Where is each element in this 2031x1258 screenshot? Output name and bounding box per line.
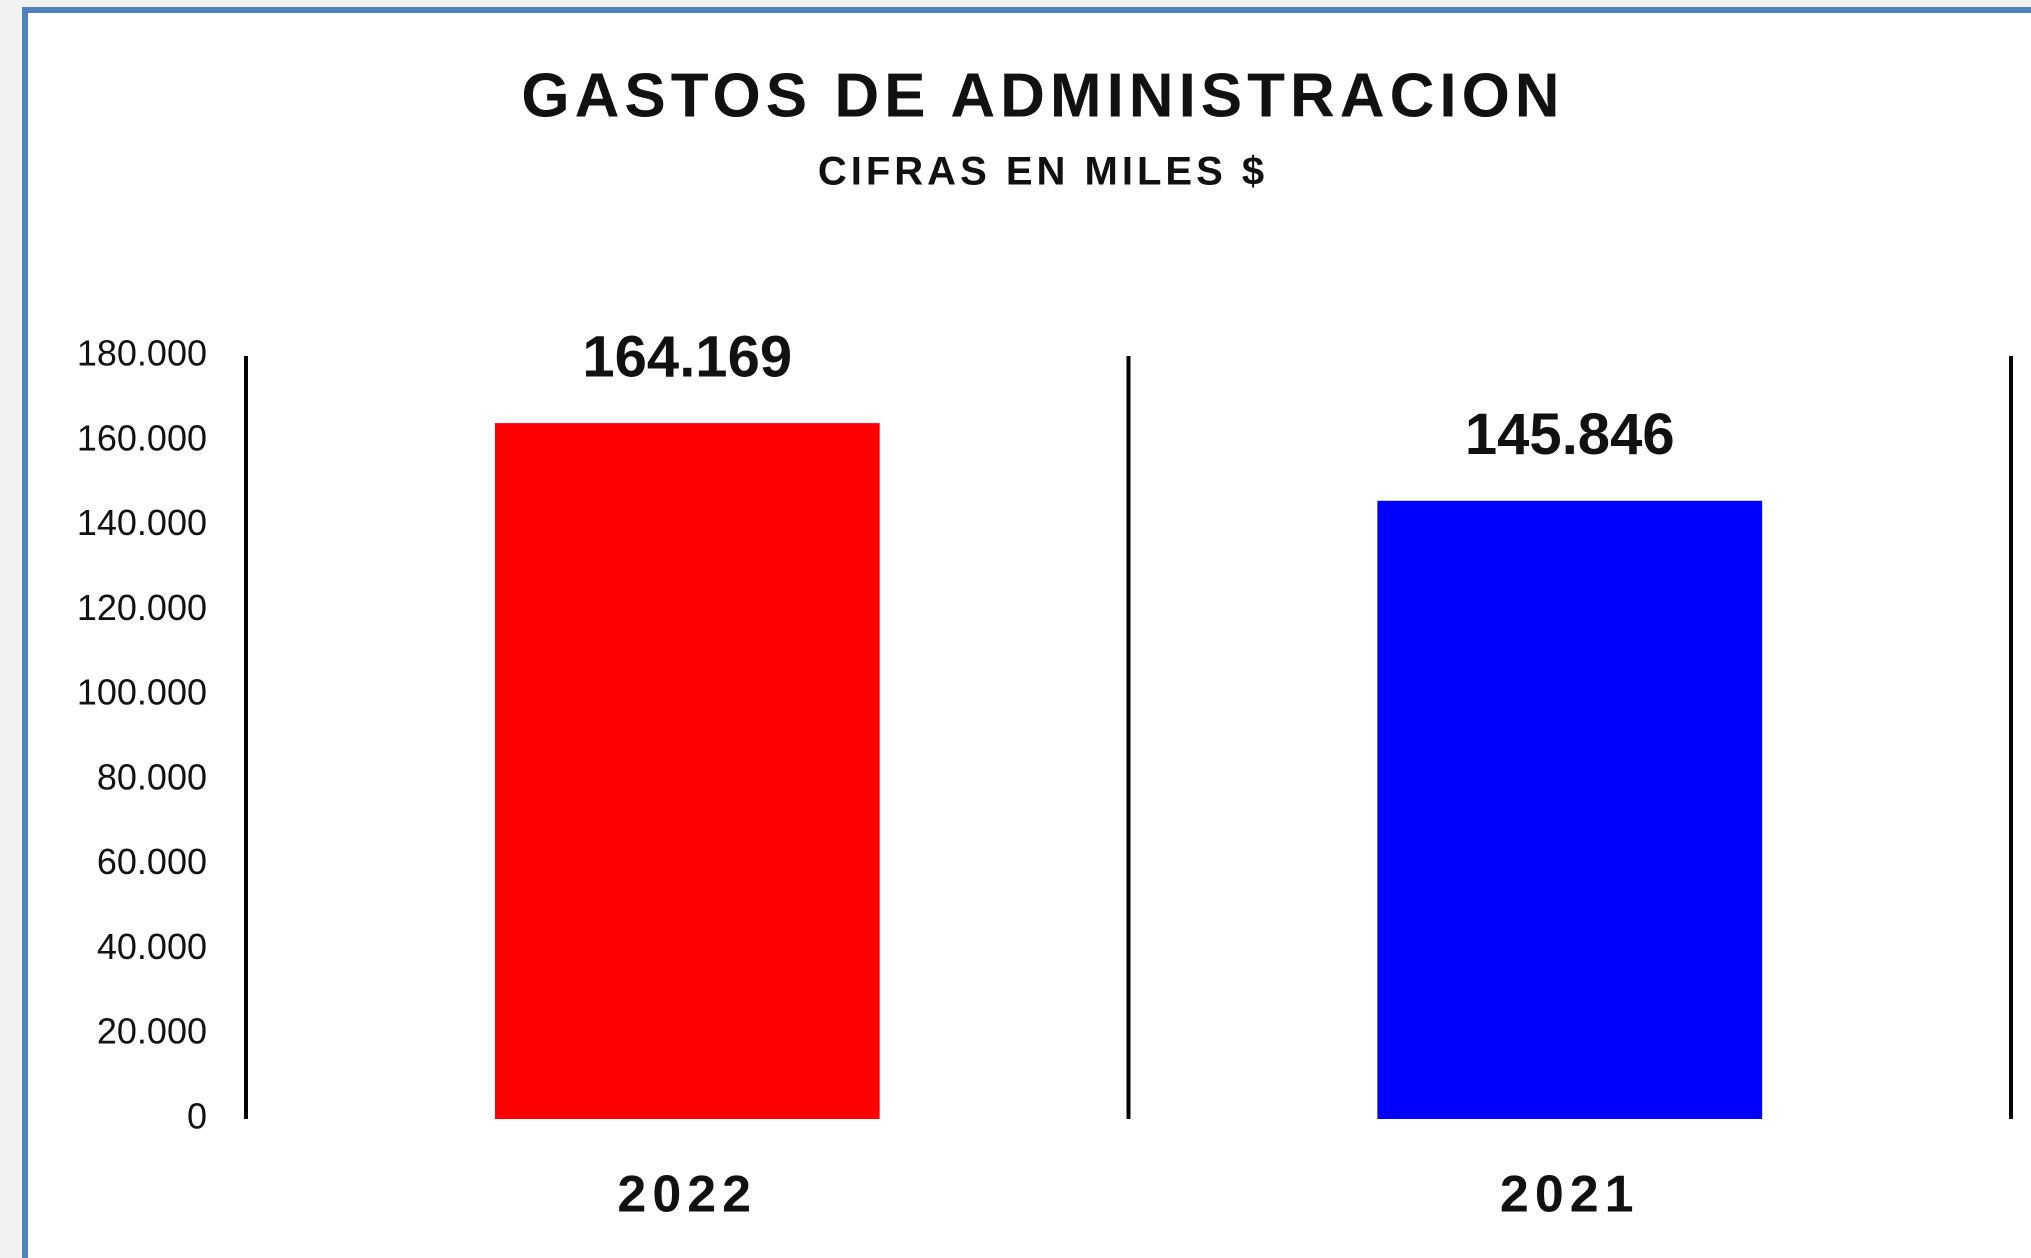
y-tick-label: 100.000	[77, 672, 207, 713]
y-tick-label: 80.000	[97, 756, 207, 797]
y-tick-label: 0	[187, 1096, 207, 1137]
y-tick-label: 60.000	[97, 841, 207, 882]
y-tick-label: 180.000	[77, 333, 207, 374]
y-tick-label: 160.000	[77, 417, 207, 458]
bar	[1377, 500, 1763, 1119]
x-tick-label: 2022	[617, 1166, 757, 1224]
y-tick-label: 20.000	[97, 1011, 207, 1052]
bar	[494, 423, 880, 1119]
x-tick-label: 2021	[1500, 1166, 1640, 1224]
data-label: 164.169	[582, 324, 792, 389]
data-label: 145.846	[1465, 402, 1675, 467]
y-tick-label: 140.000	[77, 502, 207, 543]
y-tick-label: 120.000	[77, 587, 207, 628]
y-tick-label: 40.000	[97, 926, 207, 967]
chart-title: GASTOS DE ADMINISTRACION	[521, 61, 1564, 130]
chart-subtitle: CIFRAS EN MILES $	[818, 150, 1268, 194]
